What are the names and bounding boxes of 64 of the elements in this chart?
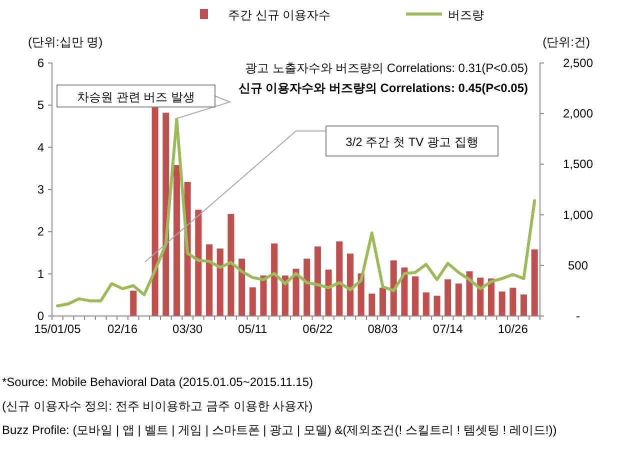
bar [434,296,440,316]
bar [173,165,180,316]
line-series [56,118,536,308]
bar [325,270,332,316]
bar [336,241,343,316]
text: *Source: Mobile Behavioral Data (2015.01.05~2015.11.15) [2,374,314,391]
x-tick-label: 07/14 [432,322,464,336]
text: Buzz Profile: (모바일 | 앱 | 벨트 | 게임 | 스마트폰 | 광고 | 모델) &(제외조건(! 스킬트리 ! 템셋팅 ! 레이드!)) [2,422,558,439]
bar [304,258,310,316]
bar [271,243,278,316]
bar [510,288,516,316]
y-tick-label: 4 [37,140,44,154]
text: (신규 이용자수 정의: 전주 비이용하고 금주 이용한 사용자) [2,398,314,415]
bar [412,276,419,316]
bar [455,284,462,316]
y-tick-label: 5 [37,98,44,112]
y-tick-label: 0 [37,309,44,323]
x-tick-label: 03/30 [172,322,203,336]
bar [531,249,538,316]
bar [422,292,430,316]
bar [314,246,321,316]
bar [520,294,527,316]
bar [216,248,224,316]
bar [260,276,267,316]
bar [380,288,386,316]
x-tick-label: 10/26 [498,322,528,336]
y2-axis-title: (단위:건) [542,35,590,49]
x-tick-label: 15/01/05 [34,322,82,336]
bar [195,210,202,316]
bar [228,214,234,316]
y-tick-label: 6 [37,56,44,70]
bar [292,268,300,316]
bar [238,258,246,316]
annotation: 신규 이용자수와 버즈량의 Correlations: 0.45(P<0.05) [238,81,528,95]
y-tick-label: 3 [37,182,44,196]
x-tick-label: 05/11 [238,322,268,336]
y2-tick-label: 2,500 [562,56,594,70]
x-tick-label: 02/16 [107,322,138,336]
x-tick-label: 06/22 [302,322,334,336]
x-tick-label: 08/03 [368,322,398,336]
y-tick-label: 1 [37,266,44,281]
annotation: 3/2 주간 첫 TV 광고 집행 [346,135,478,149]
bar [466,271,473,316]
y2-tick-label: 500 [568,258,588,272]
bar [390,260,397,316]
legend-label: 버즈량 [448,8,484,22]
bar [368,294,376,316]
bar [401,268,408,316]
bar [346,254,354,316]
bar [130,290,137,316]
bar [444,279,452,316]
bar [249,287,256,316]
y-axis-title: (단위:십만 명) [28,35,103,49]
y2-tick-label: 2,000 [562,106,594,121]
bar [206,244,212,316]
y2-tick-label: 1,000 [562,208,594,222]
annotation: 광고 노출자수와 버즈량의 Correlations: 0.31(P<0.05) [244,61,528,75]
y2-tick-label: 1,500 [562,157,594,172]
annotation: 차승원 관련 버즈 발생 [76,90,196,104]
y-tick-label: 2 [37,224,44,239]
legend-label: 주간 신규 이용자수 [228,8,331,22]
y2-tick-label: - [576,309,580,323]
bar [498,292,506,316]
bar [152,107,158,316]
